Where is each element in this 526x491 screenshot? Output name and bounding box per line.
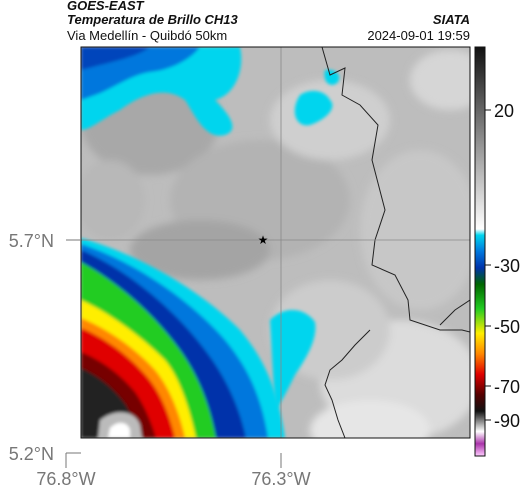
- border-line: [321, 47, 470, 333]
- colorbar-tick-label: -30: [494, 256, 520, 276]
- lat-tick-label: 5.2°N: [9, 444, 54, 464]
- colorbar-tick-label: -70: [494, 377, 520, 397]
- datetime-label: 2024-09-01 19:59: [367, 28, 470, 43]
- lat-tick-label: 5.7°N: [9, 231, 54, 251]
- star-icon: ★: [258, 233, 269, 247]
- colorbar-tick-label: -90: [494, 411, 520, 431]
- colorbar-tick-label: 20: [494, 101, 514, 121]
- map-frame: [80, 46, 471, 439]
- product-title: Temperatura de Brillo CH13: [67, 12, 238, 27]
- satellite-title: GOES-EAST: [67, 0, 144, 13]
- satellite-image: [81, 47, 470, 438]
- lon-tick-label: 76.3°W: [251, 469, 310, 489]
- organization-label: SIATA: [432, 12, 470, 27]
- colorbar-tick-label: -50: [494, 317, 520, 337]
- lon-tick-label: 76.8°W: [36, 469, 95, 489]
- route-subtitle: Via Medellín - Quibdó 50km: [67, 28, 228, 43]
- colorbar: [474, 46, 486, 457]
